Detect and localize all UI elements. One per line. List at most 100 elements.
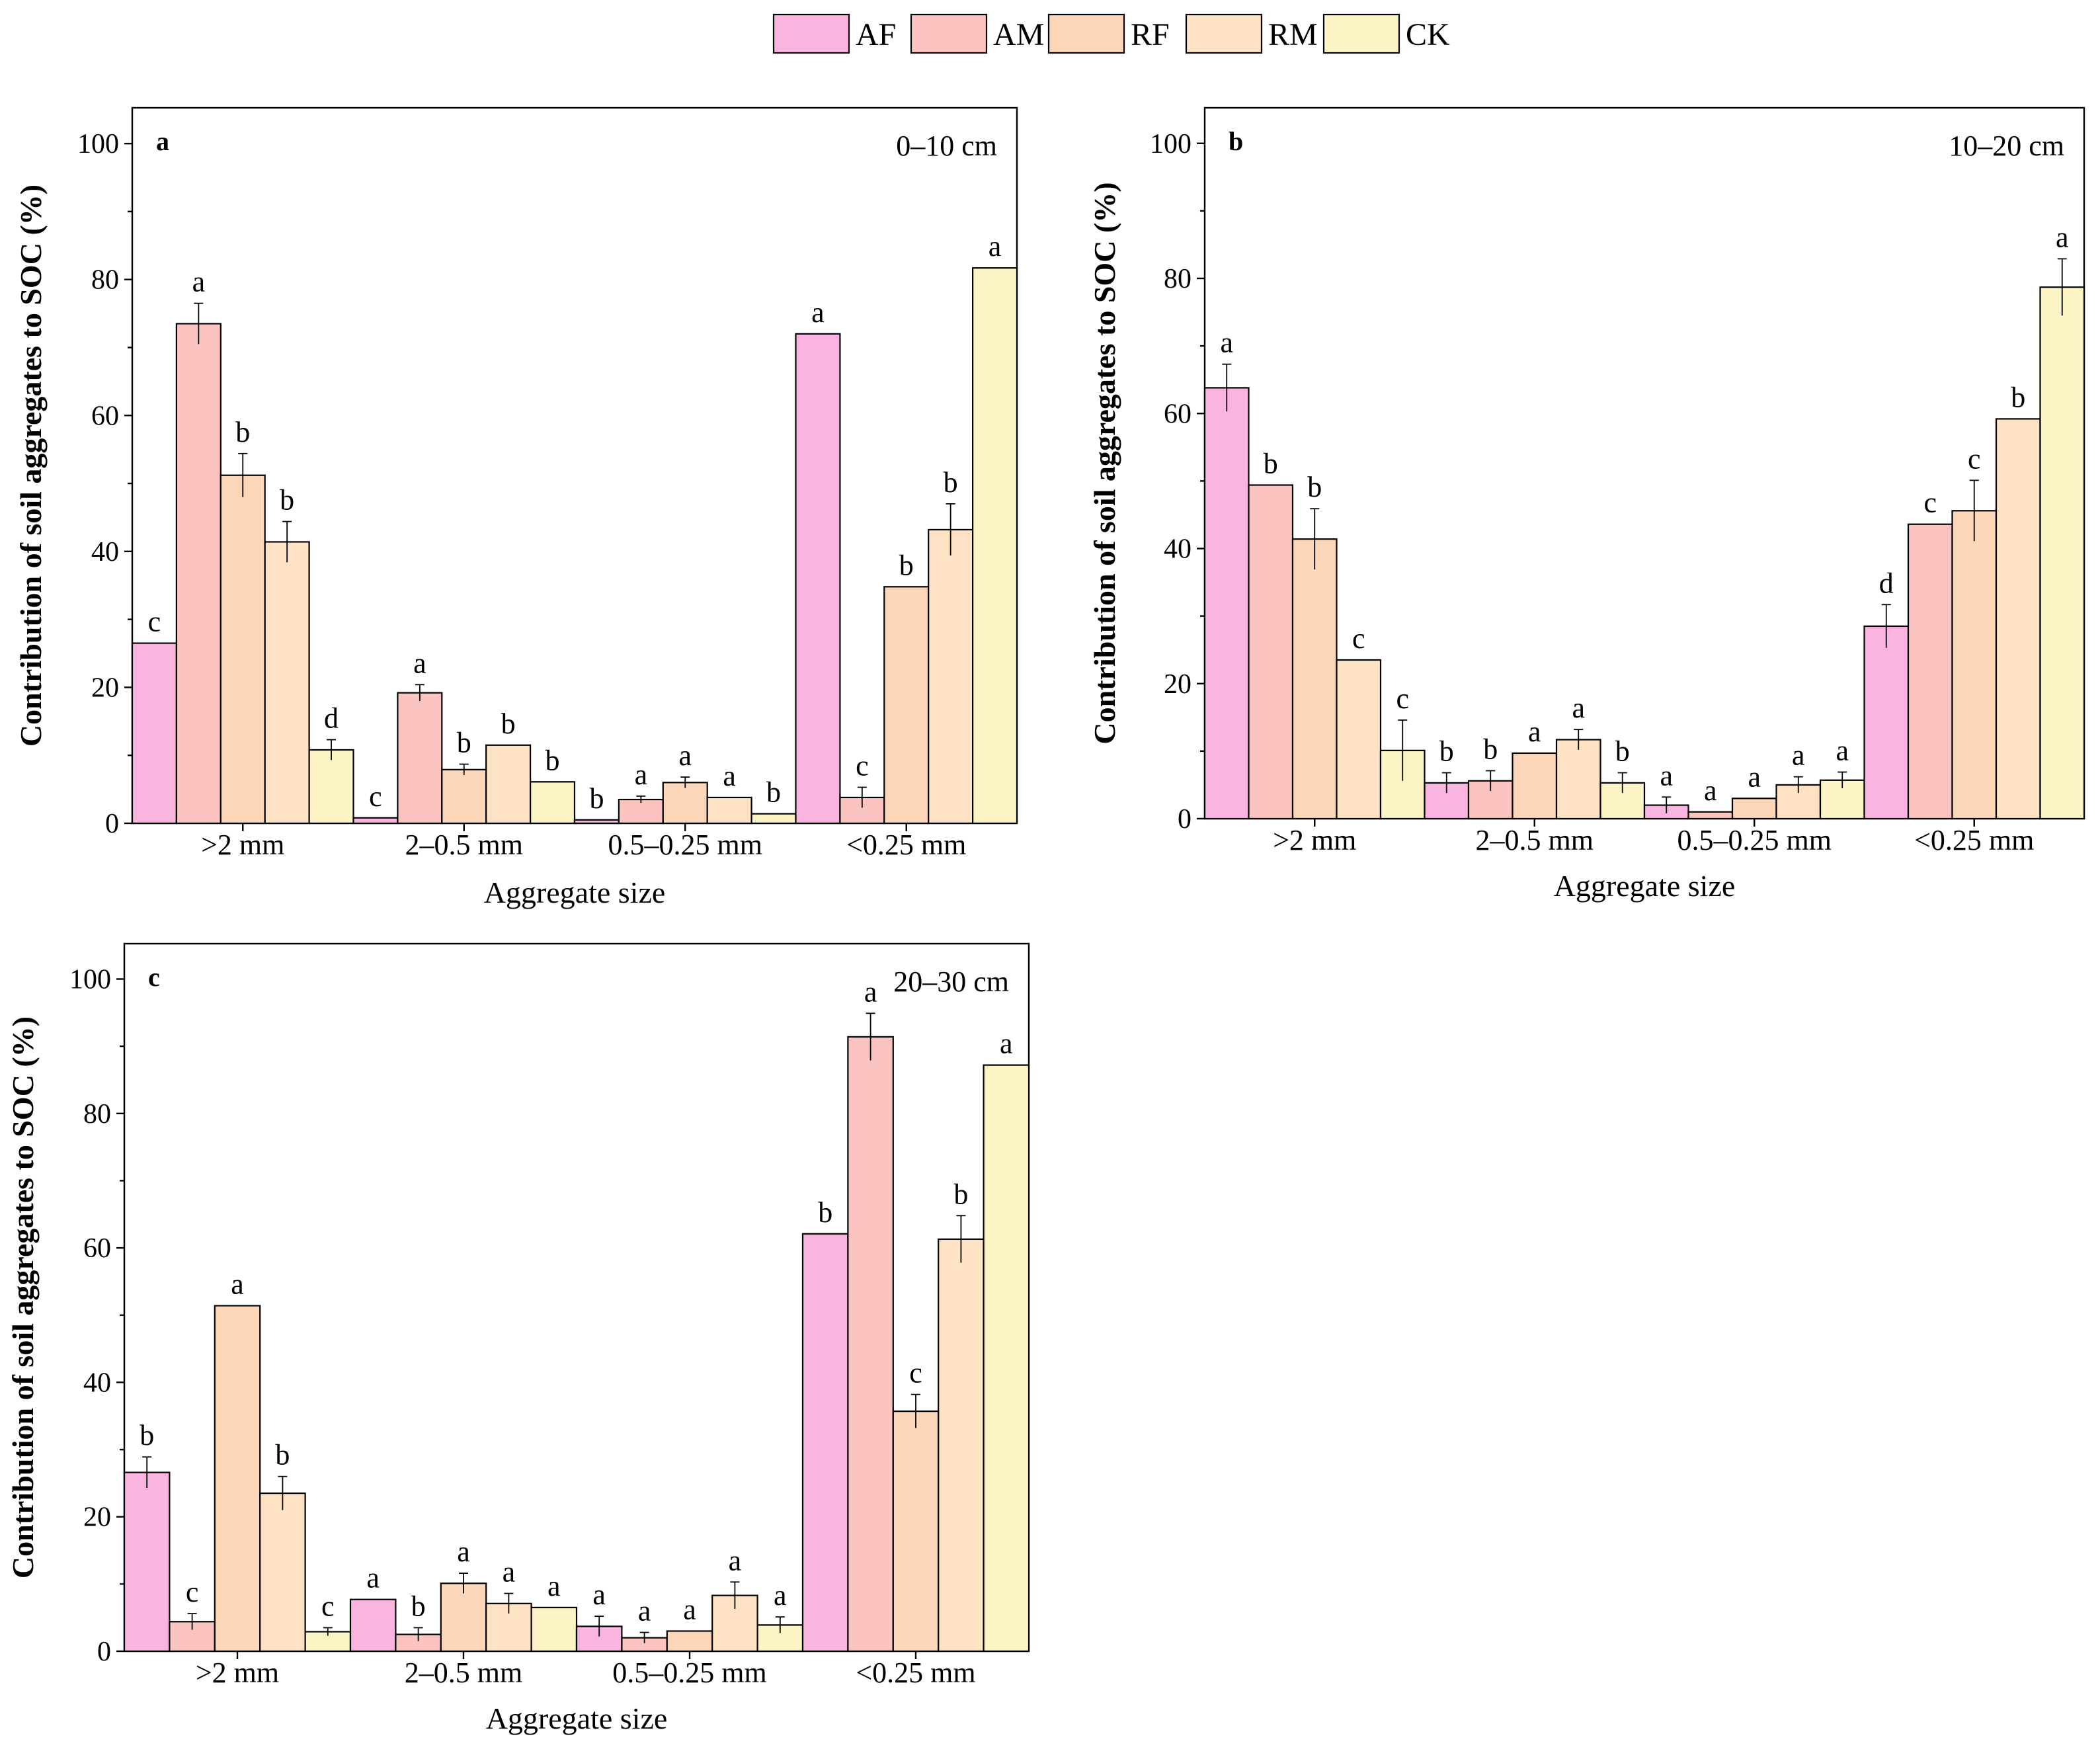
sig-letter-c-rf-0: a — [231, 1268, 244, 1301]
y-tick-label-b-20: 20 — [1164, 669, 1191, 700]
sig-letter-c-rf-2: a — [683, 1594, 696, 1626]
sig-letter-c-ck-0: c — [321, 1590, 335, 1622]
sig-letter-c-ck-1: a — [547, 1570, 561, 1602]
bar-c-ck-3 — [983, 1064, 1030, 1653]
bar-a-rm-3 — [928, 528, 974, 825]
bar-b-af-3 — [1863, 625, 1910, 820]
sig-letter-b-af-1: b — [1439, 735, 1454, 768]
legend-swatch-rm — [1185, 13, 1263, 54]
bar-a-af-0 — [131, 642, 178, 825]
y-tick-label-b-60: 60 — [1164, 399, 1191, 429]
sig-letter-c-ck-2: a — [774, 1579, 787, 1612]
bar-c-af-1 — [349, 1598, 397, 1653]
sig-letter-a-am-3: c — [856, 750, 869, 782]
depth-label-c: 20–30 cm — [893, 965, 1009, 998]
sig-letter-a-af-3: a — [811, 296, 825, 329]
bar-a-rf-1 — [441, 768, 487, 825]
bar-b-af-0 — [1203, 387, 1250, 820]
sig-letter-c-af-3: b — [818, 1196, 832, 1229]
bar-b-ck-2 — [1819, 779, 1865, 820]
bar-c-rf-1 — [440, 1582, 487, 1653]
y-tick-label-c-20: 20 — [83, 1502, 111, 1533]
bar-a-rf-0 — [220, 474, 266, 825]
x-tick-label-b-0: >2 mm — [1273, 824, 1356, 856]
x-tick-label-b-2: 0.5–0.25 mm — [1677, 824, 1832, 856]
bar-a-rf-2 — [662, 782, 708, 825]
sig-letter-a-rf-1: b — [457, 727, 471, 759]
legend-label-rf: RF — [1131, 17, 1170, 52]
bar-a-rm-0 — [264, 541, 310, 825]
panel-letter-b: b — [1229, 126, 1243, 156]
sig-letter-a-af-2: b — [589, 782, 604, 815]
bar-a-rf-3 — [883, 586, 930, 825]
legend-label-af: AF — [856, 17, 896, 52]
bar-c-rm-3 — [938, 1238, 985, 1653]
legend-label-am: AM — [993, 17, 1044, 52]
y-tick-label-a-60: 60 — [91, 401, 119, 431]
sig-letter-a-af-0: c — [148, 606, 161, 638]
x-tick-label-c-3: <0.25 mm — [856, 1657, 975, 1689]
bar-c-ck-1 — [530, 1606, 578, 1653]
sig-letter-a-rm-2: a — [723, 760, 736, 792]
x-axis-title-b: Aggregate size — [1554, 869, 1736, 903]
legend: AF AM RF RM CK — [772, 13, 1450, 54]
x-axis-title-c: Aggregate size — [486, 1701, 668, 1735]
legend-swatch-rf — [1047, 13, 1125, 54]
bar-c-rf-3 — [892, 1411, 940, 1653]
sig-letter-c-rm-3: b — [953, 1178, 968, 1210]
bar-b-rm-1 — [1555, 739, 1601, 820]
sig-letter-a-rf-0: b — [235, 416, 250, 448]
sig-letter-a-am-1: a — [413, 647, 426, 679]
sig-letter-c-rm-1: a — [503, 1556, 516, 1588]
panel-c-chart: 0 20 40 60 80 100 Contribution of soil aggrega… — [6, 942, 1030, 1735]
y-tick-label-a-40: 40 — [91, 537, 119, 567]
sig-letter-a-rf-2: a — [678, 739, 692, 772]
y-axis-title-b: Contribution of soil aggregates to SOC (… — [1088, 182, 1121, 744]
x-axis-title-a: Aggregate size — [484, 876, 666, 909]
sig-letter-a-rf-3: b — [899, 549, 914, 581]
sig-letter-a-ck-1: b — [545, 744, 560, 776]
bar-a-ck-2 — [750, 813, 797, 825]
y-tick-label-a-0: 0 — [105, 809, 119, 839]
y-tick-label-c-80: 80 — [83, 1099, 111, 1129]
legend-swatch-af — [772, 13, 850, 54]
bar-b-rf-3 — [1951, 510, 1998, 820]
sig-letter-b-am-0: b — [1264, 448, 1278, 480]
sig-letter-b-am-2: a — [1704, 774, 1717, 807]
bar-a-rm-1 — [485, 744, 532, 825]
y-tick-label-a-80: 80 — [91, 265, 119, 296]
sig-letter-c-am-0: c — [186, 1576, 199, 1608]
sig-letter-b-ck-2: a — [1836, 735, 1849, 767]
sig-letter-c-am-3: a — [864, 975, 877, 1008]
x-tick-label-a-2: 0.5–0.25 mm — [608, 829, 762, 861]
bar-c-rm-0 — [259, 1493, 306, 1653]
bar-a-am-2 — [618, 798, 664, 825]
x-tick-label-c-1: 2–0.5 mm — [405, 1657, 522, 1689]
depth-label-b: 10–20 cm — [1949, 130, 2064, 162]
y-tick-label-c-60: 60 — [83, 1233, 111, 1264]
bar-b-rf-0 — [1291, 538, 1338, 820]
sig-letter-c-rm-0: b — [275, 1439, 290, 1471]
bar-b-am-3 — [1907, 523, 1953, 820]
x-tick-label-b-3: <0.25 mm — [1914, 824, 2034, 856]
bar-a-am-0 — [175, 323, 222, 825]
panel-a-chart: 0 20 40 60 80 100 Contribution of soil aggrega… — [14, 106, 1018, 909]
bar-b-rm-3 — [1995, 418, 2041, 820]
bar-b-rf-1 — [1512, 752, 1558, 820]
bar-a-af-3 — [795, 333, 841, 825]
sig-letter-b-rf-2: a — [1748, 760, 1761, 793]
bar-c-af-3 — [801, 1233, 849, 1653]
sig-letter-b-rf-3: c — [1968, 442, 1981, 475]
sig-letter-a-ck-2: b — [766, 776, 781, 809]
panel-b-chart: 0 20 40 60 80 100 Contribution of soil aggrega… — [1088, 106, 2085, 903]
y-tick-label-b-0: 0 — [1178, 804, 1191, 835]
sig-letter-c-rf-3: c — [909, 1357, 922, 1389]
legend-label-ck: CK — [1406, 17, 1450, 52]
sig-letter-b-rm-0: c — [1352, 622, 1365, 655]
sig-letter-b-rf-1: a — [1528, 716, 1541, 748]
sig-letter-c-af-0: b — [140, 1419, 154, 1452]
sig-letter-b-am-1: b — [1483, 733, 1498, 765]
sig-letter-c-rm-2: a — [729, 1544, 742, 1577]
sig-letter-b-am-3: c — [1923, 487, 1937, 519]
